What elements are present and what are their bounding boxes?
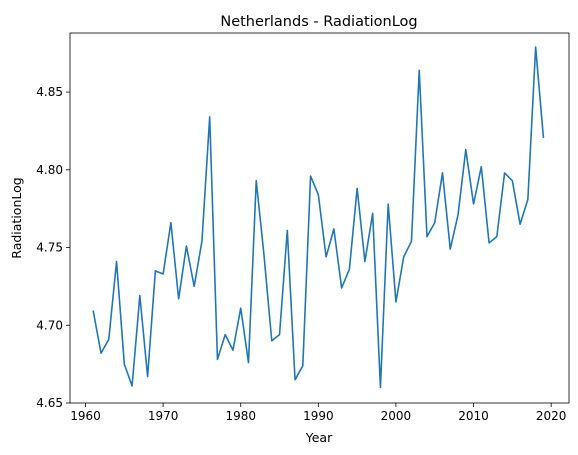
x-tick-label: 2010 bbox=[458, 409, 489, 423]
y-tick-label: 4.85 bbox=[36, 85, 63, 99]
x-tick-label: 1970 bbox=[148, 409, 179, 423]
series-group bbox=[92, 46, 545, 389]
axis-ticks: 1960 1970 1980 1990 2000 2010 2020 4.65 4.70 4.75… bbox=[36, 85, 566, 423]
chart-title: Netherlands - RadiationLog bbox=[220, 14, 417, 30]
y-tick-label: 4.75 bbox=[36, 241, 63, 255]
x-tick-label: 2000 bbox=[381, 409, 412, 423]
y-tick-label: 4.65 bbox=[36, 396, 63, 410]
y-tick-label: 4.80 bbox=[36, 163, 63, 177]
x-tick-label: 1990 bbox=[303, 409, 334, 423]
x-tick-label: 1980 bbox=[225, 409, 256, 423]
x-tick-label: 1960 bbox=[70, 409, 101, 423]
y-tick-label: 4.70 bbox=[36, 318, 63, 332]
x-tick-label: 2020 bbox=[536, 409, 567, 423]
y-axis-label: RadiationLog bbox=[9, 177, 24, 258]
x-axis-label: Year bbox=[305, 430, 333, 445]
series-line-0 bbox=[92, 46, 545, 389]
plot-frame bbox=[69, 32, 570, 404]
